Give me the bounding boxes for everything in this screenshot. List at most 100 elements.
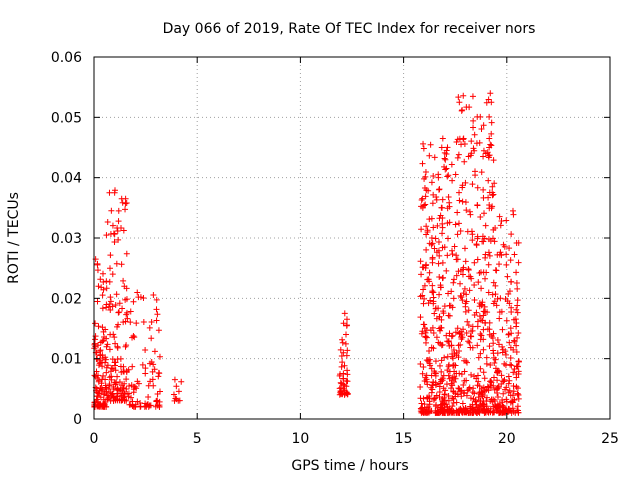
data-point [120, 227, 127, 234]
data-point [485, 408, 492, 415]
data-point [497, 295, 504, 302]
data-point [508, 304, 515, 311]
data-point [481, 375, 488, 382]
data-point [437, 284, 444, 291]
data-point [492, 282, 499, 289]
data-point [100, 391, 107, 398]
data-point [94, 261, 101, 268]
data-point [455, 385, 462, 392]
data-point [443, 332, 450, 339]
data-point [506, 245, 513, 252]
data-point [440, 308, 447, 315]
data-point [123, 250, 130, 257]
data-point [459, 266, 466, 273]
data-point [155, 373, 162, 380]
data-point [490, 374, 497, 381]
data-point [454, 231, 461, 238]
data-point [460, 92, 467, 99]
data-point [430, 191, 437, 198]
data-point [441, 354, 448, 361]
data-point [99, 352, 106, 359]
data-point [441, 407, 448, 414]
data-point [130, 403, 137, 410]
data-point [417, 314, 424, 321]
data-point [459, 400, 466, 407]
data-point [471, 131, 478, 138]
data-point [470, 124, 477, 131]
data-point [469, 389, 476, 396]
data-point [507, 361, 514, 368]
data-point [444, 252, 451, 259]
data-point [449, 355, 456, 362]
data-point [513, 306, 520, 313]
data-point [457, 292, 464, 299]
data-point [118, 261, 125, 268]
data-point [150, 291, 157, 298]
data-point [444, 338, 451, 345]
data-point [462, 308, 469, 315]
data-point [114, 228, 121, 235]
data-point [419, 328, 426, 335]
data-point [337, 346, 344, 353]
data-point [444, 144, 451, 151]
data-point [428, 365, 435, 372]
data-point [337, 387, 344, 394]
data-point [429, 282, 436, 289]
data-point [502, 295, 509, 302]
data-point [344, 322, 351, 329]
data-point [448, 288, 455, 295]
data-point [444, 173, 451, 180]
data-point [473, 241, 480, 248]
data-point [454, 209, 461, 216]
data-point [461, 285, 468, 292]
data-point [94, 298, 101, 305]
data-point [111, 359, 118, 366]
data-point [97, 348, 104, 355]
x-tick-label: 5 [193, 431, 202, 447]
data-point [500, 407, 507, 414]
data-point [510, 382, 517, 389]
data-point [480, 369, 487, 376]
data-point [503, 317, 510, 324]
data-point [500, 378, 507, 385]
data-point [339, 339, 346, 346]
data-point [99, 402, 106, 409]
data-point [423, 187, 430, 194]
data-point [493, 404, 500, 411]
y-axis-label: ROTI / TECUs [6, 192, 22, 284]
data-point [432, 358, 439, 365]
x-tick-label: 10 [291, 431, 309, 447]
y-tick-label: 0.04 [51, 171, 82, 187]
data-point [445, 393, 452, 400]
data-point [505, 331, 512, 338]
data-point [139, 361, 146, 368]
data-point [436, 215, 443, 222]
data-point [95, 362, 102, 369]
data-point [479, 407, 486, 414]
data-point [106, 278, 113, 285]
data-point [445, 193, 452, 200]
data-point [508, 231, 515, 238]
data-point [450, 388, 457, 395]
data-point [140, 318, 147, 325]
data-point [97, 276, 104, 283]
data-point [94, 267, 101, 274]
data-point [435, 339, 442, 346]
data-point [502, 408, 509, 415]
data-point [470, 145, 477, 152]
data-point [145, 394, 152, 401]
data-point [457, 228, 464, 235]
data-point [148, 319, 155, 326]
data-point [343, 316, 350, 323]
data-point [450, 276, 457, 283]
data-point [130, 389, 137, 396]
data-point [491, 359, 498, 366]
data-point [499, 343, 506, 350]
data-point [137, 403, 144, 410]
data-point [107, 389, 114, 396]
data-point [509, 207, 516, 214]
data-point [490, 191, 497, 198]
data-point [118, 369, 125, 376]
data-point [474, 409, 481, 416]
